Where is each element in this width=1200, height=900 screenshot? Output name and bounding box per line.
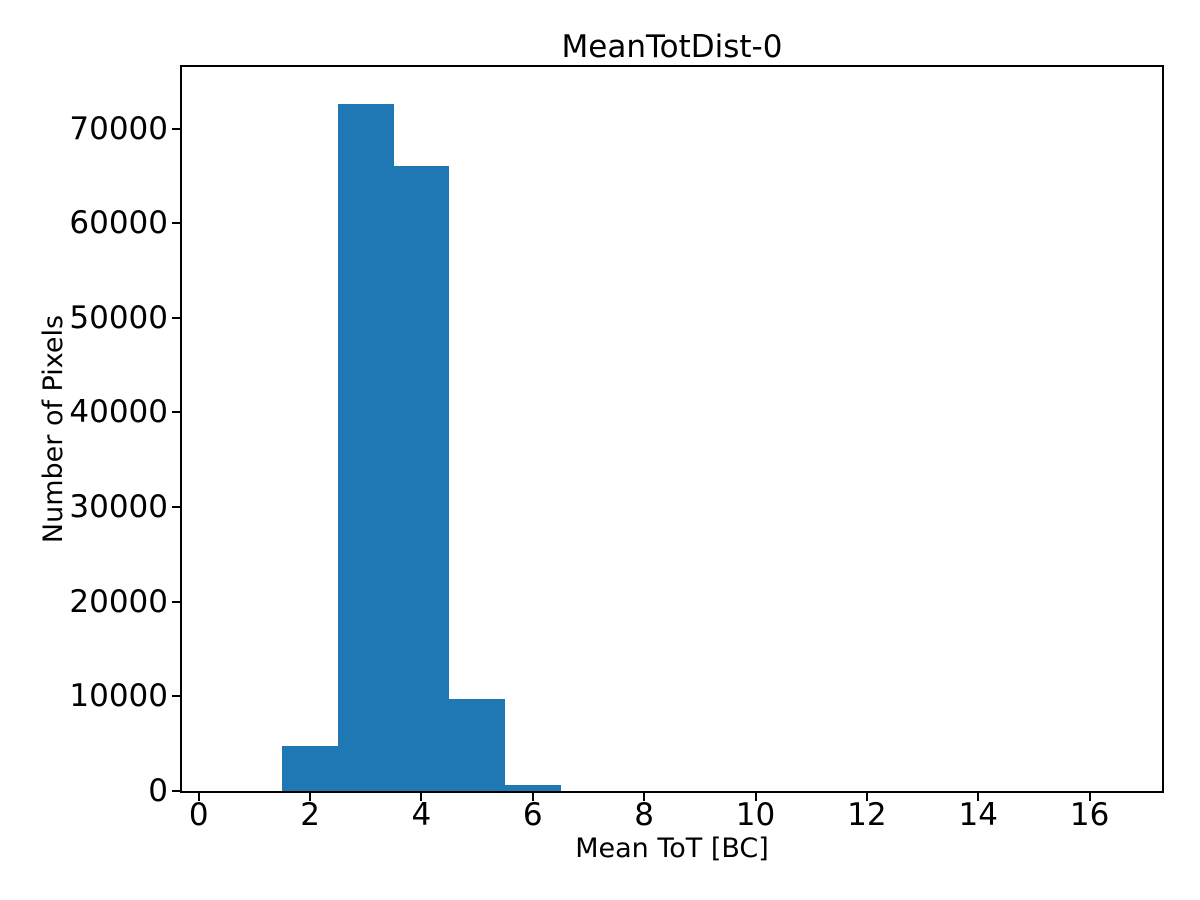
y-tick-label: 50000 [69, 299, 168, 336]
histogram-bar [337, 103, 394, 791]
x-tick-label: 12 [847, 797, 887, 833]
x-tick-label: 6 [522, 797, 543, 833]
x-axis-label: Mean ToT [BC] [575, 833, 769, 864]
x-tick-label: 16 [1069, 797, 1110, 833]
x-tick-mark [420, 793, 423, 801]
x-tick-label: 10 [735, 797, 776, 833]
x-tick-mark [977, 793, 980, 801]
x-tick-mark [1088, 793, 1091, 801]
y-tick-mark [172, 506, 180, 509]
x-tick-label: 0 [188, 797, 209, 833]
x-tick-label: 14 [958, 797, 998, 833]
x-tick-mark [309, 793, 312, 801]
y-tick-label: 40000 [69, 394, 168, 431]
histogram-bar [449, 699, 505, 791]
y-tick-mark [172, 127, 180, 130]
x-tick-mark [197, 793, 200, 801]
x-tick-mark [865, 793, 868, 801]
y-tick-label: 70000 [69, 110, 168, 147]
y-tick-mark [172, 316, 180, 319]
histogram-bar [282, 745, 338, 791]
histogram-bar [504, 784, 561, 791]
x-tick-mark [754, 793, 757, 801]
y-tick-mark [172, 411, 180, 414]
x-tick-mark [531, 793, 534, 801]
y-tick-mark [172, 600, 180, 603]
y-tick-label: 30000 [69, 489, 168, 526]
y-tick-label: 0 [148, 773, 168, 809]
x-tick-label: 4 [411, 797, 432, 833]
chart-title: MeanTotDist-0 [561, 29, 783, 65]
y-tick-label: 10000 [69, 678, 168, 715]
y-tick-mark [172, 695, 180, 698]
y-tick-mark [172, 222, 180, 225]
x-tick-label: 2 [300, 797, 320, 833]
y-tick-label: 60000 [69, 205, 168, 242]
plot-area [180, 65, 1164, 793]
x-tick-label: 8 [634, 797, 655, 833]
x-tick-mark [643, 793, 646, 801]
y-tick-label: 20000 [69, 583, 168, 620]
histogram-bar [393, 166, 450, 791]
y-tick-mark [172, 790, 180, 792]
